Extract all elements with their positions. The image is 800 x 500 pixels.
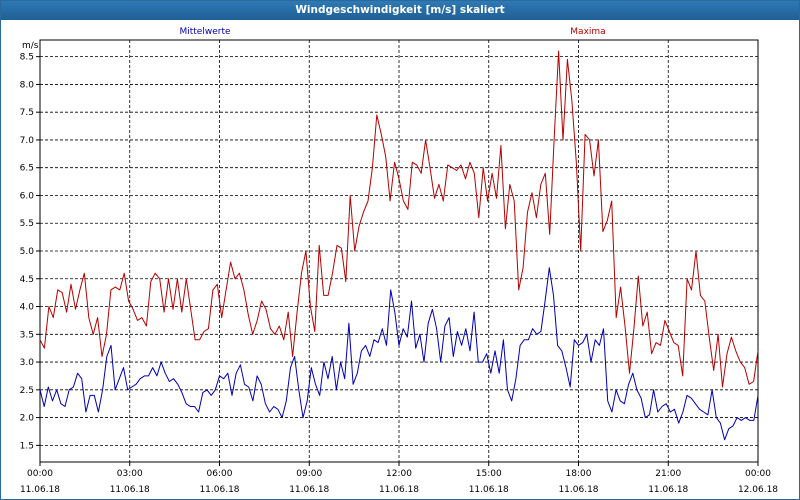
y-tick-label: 6.0	[20, 191, 35, 201]
legend-mittelwerte: Mittelwerte	[179, 27, 230, 37]
x-axis: 00:00 11.06.18 03:00 11.06.18 06:00 11.06.18 0…	[20, 462, 778, 495]
y-tick-label: 1.5	[20, 441, 34, 451]
y-tick-label: 8.0	[20, 80, 35, 90]
y-tick-label: 8.5	[20, 53, 34, 63]
x-tick-date-label: 12.06.18	[738, 485, 778, 495]
y-tick-label: 7.5	[20, 108, 34, 118]
x-tick-time-label: 15:00	[476, 469, 502, 479]
series-lines	[39, 50, 759, 441]
y-axis-unit-label: m/s	[22, 41, 39, 51]
x-tick-date-label: 11.06.18	[648, 485, 688, 495]
wind-speed-chart: 1.5 2.0 2.5 3.0 3.5 4.0 4.5 5.0 5.5 6.0 6.5 7.0 7.5 8…	[20, 27, 779, 495]
x-tick-time-label: 00:00	[27, 469, 53, 479]
x-tick-date-label: 11.06.18	[20, 485, 60, 495]
y-axis: 1.5 2.0 2.5 3.0 3.5 4.0 4.5 5.0 5.5 6.0 6.5 7.0 7.5 8…	[20, 53, 40, 451]
series-line-mittelwerte	[39, 267, 759, 441]
x-tick-date-label: 11.06.18	[558, 485, 598, 495]
x-tick-time-label: 12:00	[386, 469, 412, 479]
x-tick-time-label: 06:00	[207, 469, 233, 479]
y-tick-label: 7.0	[20, 136, 35, 146]
x-tick-date-label: 11.06.18	[199, 485, 239, 495]
y-tick-label: 5.5	[20, 219, 34, 229]
series-line-maxima	[39, 50, 759, 388]
legend-maxima: Maxima	[570, 27, 605, 37]
window-title: Windgeschwindigkeit [m/s] skaliert	[1, 1, 799, 20]
grid	[40, 40, 758, 462]
x-tick-time-label: 09:00	[296, 469, 322, 479]
y-tick-label: 2.5	[20, 386, 34, 396]
x-tick-date-label: 11.06.18	[289, 485, 329, 495]
y-tick-label: 6.5	[20, 164, 34, 174]
x-tick-time-label: 18:00	[566, 469, 592, 479]
x-tick-time-label: 00:00	[745, 469, 771, 479]
y-tick-label: 5.0	[20, 247, 35, 257]
y-tick-label: 4.0	[20, 303, 35, 313]
x-tick-date-label: 11.06.18	[110, 485, 150, 495]
y-tick-label: 3.5	[20, 330, 34, 340]
x-tick-date-label: 11.06.18	[469, 485, 509, 495]
y-tick-label: 4.5	[20, 275, 34, 285]
x-tick-date-label: 11.06.18	[379, 485, 419, 495]
y-tick-label: 3.0	[20, 358, 35, 368]
y-tick-label: 2.0	[20, 414, 35, 424]
x-tick-time-label: 03:00	[117, 469, 143, 479]
x-tick-time-label: 21:00	[655, 469, 681, 479]
